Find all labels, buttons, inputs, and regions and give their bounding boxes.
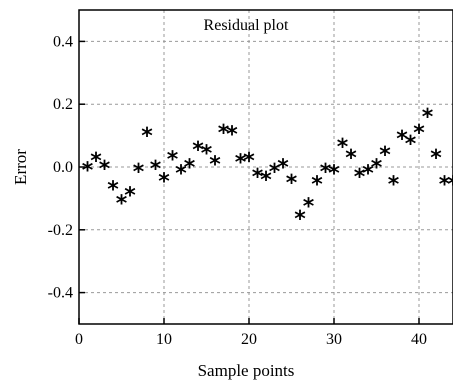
data-point: * — [371, 155, 383, 180]
grid-lines — [79, 10, 453, 324]
data-point: * — [362, 162, 374, 187]
data-point: * — [99, 157, 111, 182]
data-point: * — [277, 155, 289, 180]
data-point: * — [405, 132, 417, 157]
y-axis-label: Error — [11, 149, 30, 185]
x-tick-label: 10 — [156, 331, 172, 348]
data-point: * — [388, 173, 400, 198]
data-point: * — [218, 121, 230, 146]
data-point: * — [184, 155, 196, 180]
data-point: * — [150, 157, 162, 182]
data-point: * — [90, 149, 102, 174]
y-tick-label: 0.2 — [53, 96, 73, 113]
data-point: * — [158, 170, 170, 195]
x-tick-label: 20 — [241, 331, 257, 348]
x-tick-label: 30 — [326, 331, 342, 348]
data-point: * — [209, 152, 221, 177]
y-tick-label: 0.0 — [53, 159, 73, 176]
x-tick-label: 0 — [75, 331, 83, 348]
data-point: * — [82, 159, 94, 184]
data-point: * — [107, 177, 119, 202]
data-point: * — [439, 173, 451, 198]
data-point: * — [141, 124, 153, 149]
y-tick-label: 0.4 — [53, 33, 73, 50]
data-point: * — [320, 160, 332, 185]
data-point: * — [337, 135, 349, 160]
axes: 0 10 20 30 40 0.4 0.2 0.0 -0.2 -0.4 — [48, 33, 427, 348]
data-point: * — [422, 105, 434, 130]
data-point: * — [447, 173, 453, 198]
data-point: * — [396, 127, 408, 152]
x-axis-label: Sample points — [198, 361, 295, 380]
x-tick-label: 40 — [411, 331, 427, 348]
data-point: * — [167, 148, 179, 173]
data-points: ****************************************… — [82, 105, 453, 232]
data-point: * — [226, 122, 238, 147]
data-point: * — [235, 151, 247, 176]
data-point: * — [303, 195, 315, 220]
y-tick-label: -0.4 — [48, 285, 73, 302]
data-point: * — [269, 160, 281, 185]
data-point: * — [311, 173, 323, 198]
data-point: * — [175, 162, 187, 187]
y-tick-label: -0.2 — [48, 222, 73, 239]
data-point: * — [354, 165, 366, 190]
data-point: * — [192, 138, 204, 163]
data-point: * — [430, 146, 442, 171]
data-point: * — [201, 141, 213, 166]
data-point: * — [286, 171, 298, 196]
data-point: * — [124, 184, 136, 209]
data-point: * — [413, 121, 425, 146]
data-point: * — [252, 165, 264, 190]
data-point: * — [328, 162, 340, 187]
data-point: * — [116, 192, 128, 217]
chart-title: Residual plot — [204, 17, 289, 34]
data-point: * — [260, 168, 272, 193]
data-point: * — [294, 207, 306, 232]
data-point: * — [345, 146, 357, 171]
data-point: * — [379, 143, 391, 168]
data-point: * — [133, 160, 145, 185]
data-point: * — [243, 149, 255, 174]
